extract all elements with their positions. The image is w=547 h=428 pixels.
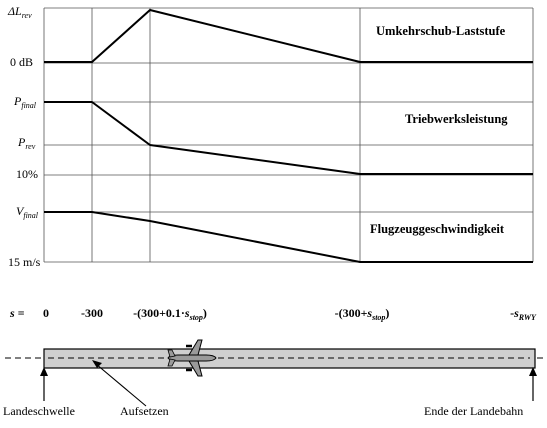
tick-label-300-stop: -(300+sstop): [334, 306, 390, 322]
airplane-icon: [167, 339, 217, 377]
label-runway-end: Ende der Landebahn: [424, 404, 524, 418]
aircraft-speed-curve: [44, 211, 533, 263]
ylabel-10-percent: 10%: [16, 167, 38, 181]
ylabel-p-rev-sub: rev: [25, 142, 36, 151]
ylabel-p-rev: Prev: [18, 135, 36, 151]
ylabel-delta-l-rev: ΔLrev: [8, 4, 32, 20]
ylabel-0db: 0 dB: [10, 55, 34, 69]
runway-end-arrow: [529, 367, 537, 401]
ylabel-p-final: Pfinal: [14, 94, 37, 110]
panel-frames: [43, 7, 534, 263]
label-landing-threshold: Landeschwelle: [3, 404, 75, 418]
ylabel-delta-l-rev-sub: rev: [21, 11, 32, 20]
ylabel-p-final-symbol: P: [14, 94, 22, 108]
ylabel-p-final-sub: final: [21, 101, 37, 110]
label-touchdown: Aufsetzen: [120, 404, 169, 418]
threshold-arrow: [40, 367, 48, 401]
ylabel-p-rev-symbol: P: [18, 135, 26, 149]
ylabel-delta-l-rev-symbol: ΔL: [8, 4, 22, 18]
ylabel-15-ms: 15 m/s: [8, 255, 41, 269]
tick-label-300-01stop: -(300+0.1·sstop): [133, 306, 207, 322]
runway-schematic: [5, 339, 547, 407]
engine-power-curve: [44, 101, 533, 175]
tick-label-300: -300: [81, 306, 103, 320]
tick-label-s-rwy: -sRWY: [510, 306, 536, 322]
touchdown-arrow: [92, 360, 147, 407]
ylabel-v-final: Vfinal: [16, 204, 39, 220]
curves: [44, 9, 533, 263]
ylabel-v-final-sub: final: [23, 211, 39, 220]
reverse-thrust-curve: [44, 9, 533, 63]
ylabel-v-final-symbol: V: [16, 204, 24, 218]
panel-title-aircraft-speed: Flugzeuggeschwindigkeit: [370, 222, 505, 236]
panel-title-reverse-thrust: Umkehrschub-Laststufe: [376, 24, 506, 38]
tick-label-0: 0: [43, 306, 49, 320]
panel-title-engine-power: Triebwerksleistung: [405, 112, 508, 126]
distance-axis-label: s =: [10, 306, 25, 320]
